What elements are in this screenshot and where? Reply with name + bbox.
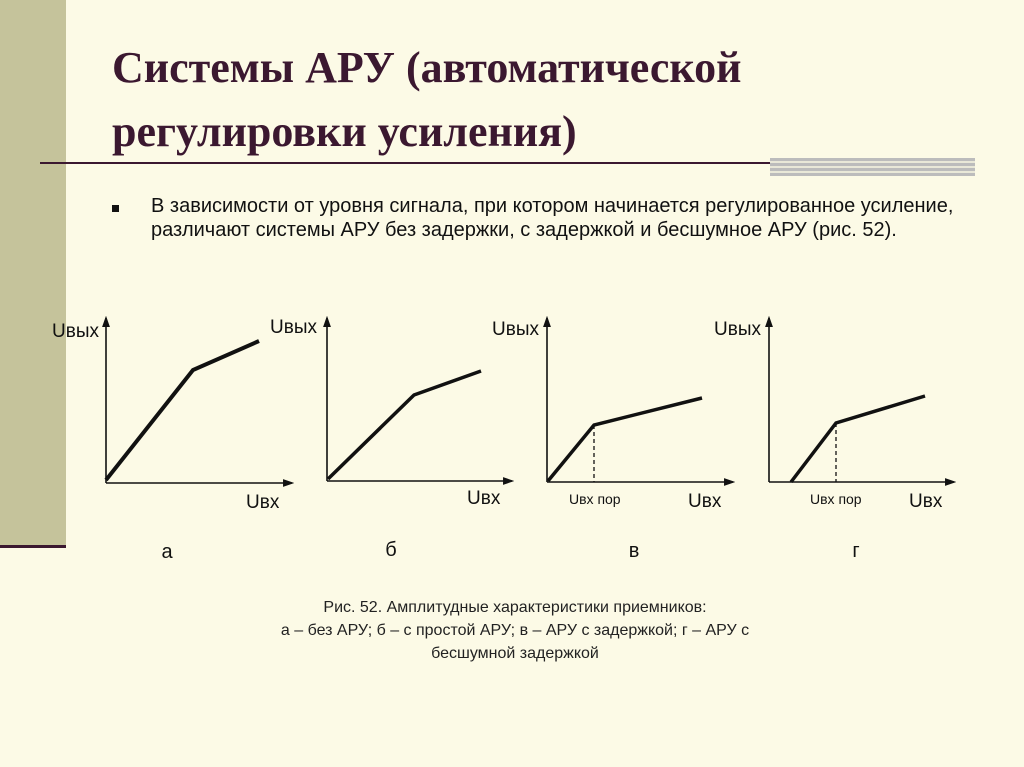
panel-a-letter: а xyxy=(161,541,173,563)
panel-a-curve xyxy=(104,339,260,482)
side-accent-bar xyxy=(0,0,66,545)
figure-caption: Рис. 52. Амплитудные характеристики прие… xyxy=(195,596,835,665)
panel-a-x-label: Uвх xyxy=(246,492,280,513)
panel-g: Uвых Uвх Uвх пор г xyxy=(714,315,957,562)
caption-line-3: бесшумной задержкой xyxy=(431,645,599,662)
title-underline xyxy=(40,162,975,164)
panel-g-y-label: Uвых xyxy=(714,319,761,340)
panel-a-y-label: Uвых xyxy=(52,321,99,342)
panel-v-letter: в xyxy=(629,540,640,562)
panel-a: Uвых Uвх а xyxy=(52,315,295,563)
panel-b: Uвых Uвх б xyxy=(270,315,515,561)
caption-line-2: а – без АРУ; б – с простой АРУ; в – АРУ … xyxy=(280,622,750,639)
panel-b-y-label: Uвых xyxy=(270,317,317,338)
panel-g-threshold-label: Uвх пор xyxy=(810,491,862,507)
panel-b-curve xyxy=(326,369,482,481)
panel-b-x-label: Uвх xyxy=(467,488,501,509)
figure-52: Uвых Uвх а Uвых Uвх б Uвых Uвх Uвх пор в… xyxy=(52,315,957,563)
slide-title: Системы АРУ (автоматической регулировки … xyxy=(112,43,742,156)
panel-v-curve xyxy=(546,396,703,483)
title-accent-stripes xyxy=(770,158,975,176)
side-accent-rule xyxy=(0,545,66,548)
panel-b-letter: б xyxy=(385,539,396,561)
panel-v: Uвых Uвх Uвх пор в xyxy=(492,315,736,562)
panel-g-curve xyxy=(789,394,926,484)
bullet-text: В зависимости от уровня сигнала, при кот… xyxy=(151,195,954,241)
panel-g-x-label: Uвх xyxy=(909,491,943,512)
caption-line-1: Рис. 52. Амплитудные характеристики прие… xyxy=(323,599,707,616)
panel-v-y-label: Uвых xyxy=(492,319,539,340)
panel-v-x-label: Uвх xyxy=(688,491,722,512)
panel-v-threshold-label: Uвх пор xyxy=(569,491,621,507)
panel-g-letter: г xyxy=(852,540,859,562)
bullet-square-icon xyxy=(112,205,119,212)
